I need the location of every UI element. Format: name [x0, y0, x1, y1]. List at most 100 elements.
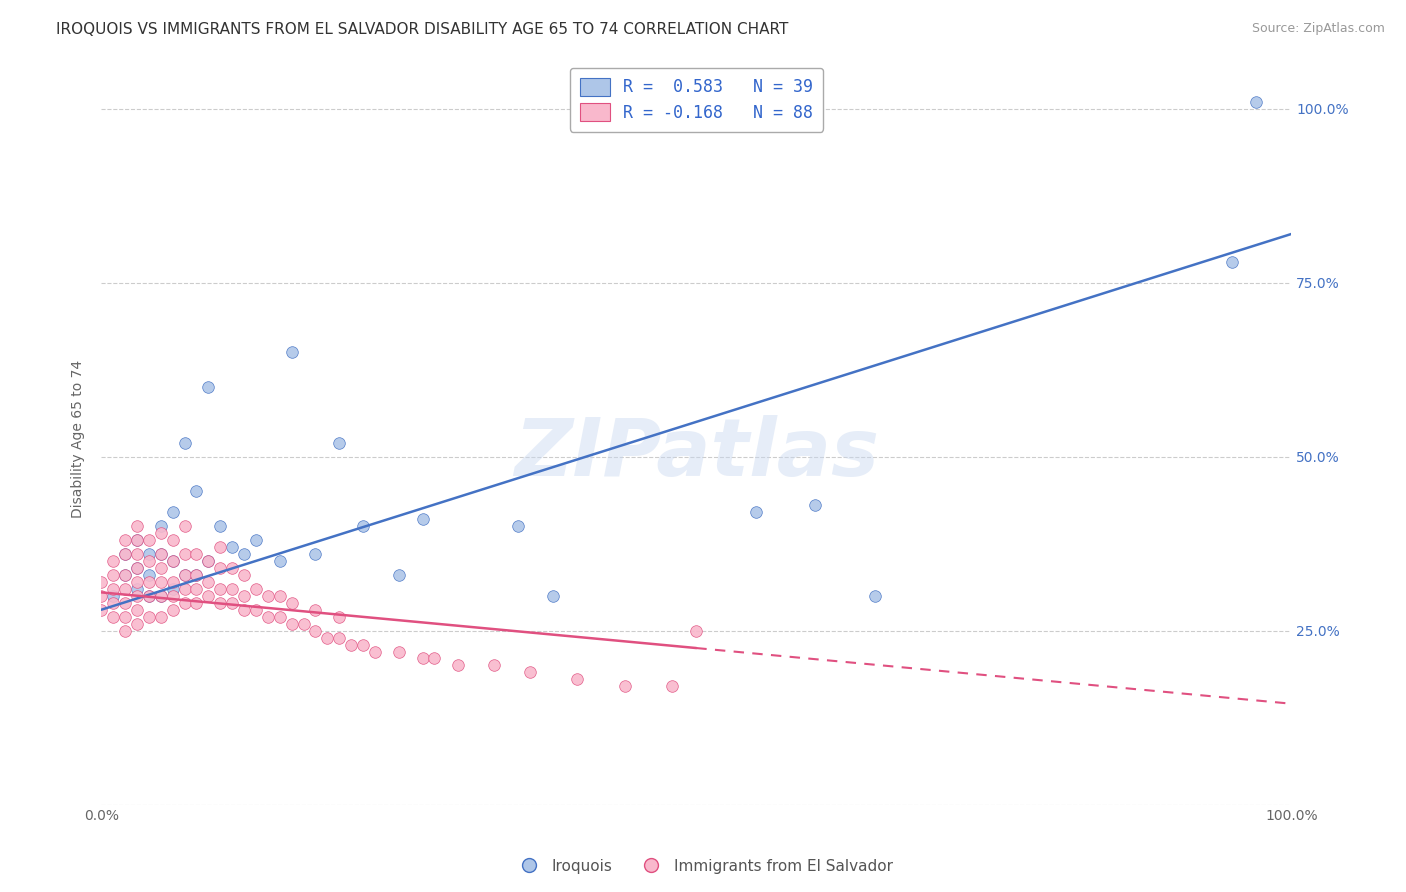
- Point: [388, 644, 411, 658]
- Point: [269, 609, 291, 624]
- Point: [162, 603, 184, 617]
- Point: [745, 505, 768, 519]
- Point: [138, 609, 160, 624]
- Point: [114, 568, 136, 582]
- Point: [125, 547, 148, 561]
- Point: [221, 596, 243, 610]
- Point: [233, 547, 256, 561]
- Point: [209, 596, 232, 610]
- Point: [352, 638, 374, 652]
- Point: [149, 547, 172, 561]
- Point: [613, 679, 636, 693]
- Point: [197, 554, 219, 568]
- Point: [186, 568, 208, 582]
- Point: [114, 609, 136, 624]
- Point: [197, 380, 219, 394]
- Point: [125, 589, 148, 603]
- Point: [364, 644, 387, 658]
- Point: [125, 533, 148, 548]
- Point: [114, 547, 136, 561]
- Point: [114, 624, 136, 638]
- Point: [256, 589, 278, 603]
- Point: [186, 568, 208, 582]
- Point: [138, 589, 160, 603]
- Point: [1244, 95, 1267, 109]
- Point: [173, 596, 195, 610]
- Point: [863, 589, 886, 603]
- Point: [506, 519, 529, 533]
- Y-axis label: Disability Age 65 to 74: Disability Age 65 to 74: [72, 360, 86, 518]
- Point: [328, 631, 350, 645]
- Point: [245, 533, 267, 548]
- Point: [125, 561, 148, 575]
- Point: [101, 589, 124, 603]
- Point: [114, 596, 136, 610]
- Point: [388, 568, 411, 582]
- Point: [661, 679, 683, 693]
- Point: [197, 589, 219, 603]
- Point: [245, 582, 267, 596]
- Point: [125, 533, 148, 548]
- Point: [125, 561, 148, 575]
- Point: [685, 624, 707, 638]
- Point: [412, 651, 434, 665]
- Point: [114, 582, 136, 596]
- Point: [162, 582, 184, 596]
- Point: [162, 533, 184, 548]
- Point: [101, 596, 124, 610]
- Point: [256, 609, 278, 624]
- Point: [304, 603, 326, 617]
- Point: [221, 540, 243, 554]
- Point: [149, 561, 172, 575]
- Point: [186, 484, 208, 499]
- Point: [209, 519, 232, 533]
- Point: [138, 574, 160, 589]
- Point: [233, 603, 256, 617]
- Point: [328, 435, 350, 450]
- Point: [101, 582, 124, 596]
- Point: [519, 665, 541, 680]
- Point: [162, 554, 184, 568]
- Point: [162, 505, 184, 519]
- Point: [90, 603, 112, 617]
- Point: [149, 519, 172, 533]
- Point: [328, 609, 350, 624]
- Point: [304, 547, 326, 561]
- Point: [138, 568, 160, 582]
- Point: [90, 574, 112, 589]
- Point: [209, 561, 232, 575]
- Point: [114, 547, 136, 561]
- Point: [90, 589, 112, 603]
- Point: [1220, 255, 1243, 269]
- Text: IROQUOIS VS IMMIGRANTS FROM EL SALVADOR DISABILITY AGE 65 TO 74 CORRELATION CHAR: IROQUOIS VS IMMIGRANTS FROM EL SALVADOR …: [56, 22, 789, 37]
- Point: [197, 574, 219, 589]
- Point: [138, 533, 160, 548]
- Point: [567, 673, 589, 687]
- Point: [482, 658, 505, 673]
- Point: [101, 554, 124, 568]
- Point: [173, 547, 195, 561]
- Point: [280, 345, 302, 359]
- Point: [149, 574, 172, 589]
- Point: [543, 589, 565, 603]
- Point: [125, 574, 148, 589]
- Point: [149, 589, 172, 603]
- Legend: R =  0.583   N = 39, R = -0.168   N = 88: R = 0.583 N = 39, R = -0.168 N = 88: [569, 68, 823, 132]
- Legend: Iroquois, Immigrants from El Salvador: Iroquois, Immigrants from El Salvador: [508, 853, 898, 880]
- Point: [138, 589, 160, 603]
- Point: [316, 631, 339, 645]
- Point: [138, 554, 160, 568]
- Point: [340, 638, 363, 652]
- Point: [125, 582, 148, 596]
- Point: [221, 561, 243, 575]
- Point: [804, 499, 827, 513]
- Point: [125, 519, 148, 533]
- Point: [149, 609, 172, 624]
- Point: [114, 533, 136, 548]
- Point: [221, 582, 243, 596]
- Point: [149, 589, 172, 603]
- Point: [162, 554, 184, 568]
- Text: ZIPatlas: ZIPatlas: [513, 415, 879, 493]
- Point: [304, 624, 326, 638]
- Text: Source: ZipAtlas.com: Source: ZipAtlas.com: [1251, 22, 1385, 36]
